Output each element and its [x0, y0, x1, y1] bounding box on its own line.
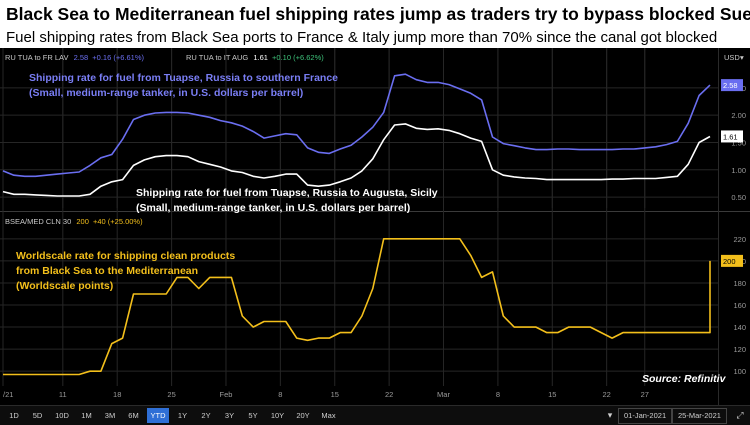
x-tick-9: 8 — [496, 390, 500, 399]
chart-svg: 0.501.001.502.002.502.581.61100120140160… — [0, 48, 750, 405]
last-value-label-italy: 1.61 — [723, 132, 738, 141]
annotation-worldscale-line-1: Worldscale rate for shipping clean produ… — [16, 250, 235, 262]
range-button-2y[interactable]: 2Y — [201, 411, 211, 420]
annotation-italy: Shipping rate for fuel from Tuapse, Russ… — [136, 187, 441, 214]
y-tick-bottom-2: 140 — [733, 323, 746, 332]
y-tick-bottom-1: 120 — [733, 345, 746, 354]
y-tick-bottom-6: 220 — [733, 235, 746, 244]
annotation-worldscale-line-3: (Worldscale points) — [16, 280, 113, 292]
range-button-1d[interactable]: 1D — [9, 411, 19, 420]
x-tick-8: Mar — [437, 390, 450, 399]
legend-worldscale: BSEA/MED CLN 30 200 +40 (+25.00%) — [5, 217, 143, 226]
range-button-5d[interactable]: 5D — [32, 411, 43, 420]
toolbar: 1D 5D 10D 1M 3M 6M YTD 1Y 2Y 3Y 5Y 10Y 20Y Max ▾ 01-J… — [0, 405, 750, 425]
annotation-france: Shipping rate for fuel from Tuapse, Russ… — [29, 72, 341, 99]
last-value-tag-italy — [721, 130, 743, 143]
bottom-panel-grid — [0, 48, 718, 386]
range-button-5y[interactable]: 5Y — [248, 411, 258, 420]
annotation-worldscale: Worldscale rate for shipping clean produ… — [16, 250, 238, 292]
chart-background — [0, 48, 750, 405]
range-button-1m[interactable]: 1M — [81, 411, 92, 420]
legend-worldscale-value: 200 — [76, 217, 89, 226]
last-value-label-france: 2.58 — [723, 81, 738, 90]
annotation-italy-line-2: (Small, medium-range tanker, in U.S. dol… — [136, 202, 410, 214]
legend-italy: RU TUA to IT AUG 1.61 +0.10 (+6.62%) — [186, 53, 324, 62]
y-tick-top-1: 1.00 — [731, 166, 746, 175]
range-button-max[interactable]: Max — [321, 411, 336, 420]
last-value-tag-worldscale — [721, 254, 743, 267]
chevron-down-icon[interactable]: ▾ — [607, 410, 613, 420]
x-tick-7: 22 — [385, 390, 393, 399]
subheadline: Fuel shipping rates from Black Sea ports… — [0, 28, 750, 48]
legend-france-name: RU TUA to FR LAV — [5, 53, 69, 62]
x-axis-labels: /21 11 18 25 Feb 8 15 22 Mar 8 15 22 27 — [3, 390, 649, 399]
range-button-20y[interactable]: 20Y — [296, 411, 310, 420]
range-button-6m[interactable]: 6M — [128, 411, 139, 420]
y-tick-bottom-4: 180 — [733, 279, 746, 288]
x-tick-2: 18 — [113, 390, 121, 399]
legend-italy-name: RU TUA to IT AUG — [186, 53, 248, 62]
legend-worldscale-change: +40 (+25.00%) — [93, 217, 143, 226]
legend-italy-change: +0.10 (+6.62%) — [272, 53, 324, 62]
y-tick-top-2: 1.50 — [731, 138, 746, 147]
legend-france-value: 2.58 — [74, 53, 89, 62]
x-tick-1: 11 — [59, 390, 67, 399]
y-tick-top-0: 0.50 — [731, 193, 746, 202]
legend-france-change: +0.16 (+6.61%) — [92, 53, 144, 62]
series-line-italy — [2, 123, 711, 197]
annotation-worldscale-line-2: from Black Sea to the Mediterranean — [16, 265, 198, 277]
x-tick-3: 25 — [167, 390, 175, 399]
range-button-ytd[interactable]: YTD — [147, 408, 169, 423]
annotation-italy-line-1: Shipping rate for fuel from Tuapse, Russ… — [136, 187, 438, 199]
legend-france: RU TUA to FR LAV 2.58 +0.16 (+6.61%) — [5, 53, 145, 62]
annotation-france-line-1: Shipping rate for fuel from Tuapse, Russ… — [29, 72, 338, 84]
series-line-france — [2, 73, 711, 178]
last-value-label-worldscale: 200 — [723, 257, 736, 266]
y-tick-bottom-3: 160 — [733, 301, 746, 310]
date-to[interactable]: 25-Mar-2021 — [672, 408, 727, 424]
y-axis-labels: 0.501.001.502.002.502.581.61100120140160… — [721, 79, 746, 376]
x-tick-6: 15 — [331, 390, 339, 399]
range-button-3m[interactable]: 3M — [104, 411, 116, 420]
x-tick-0: /21 — [3, 390, 13, 399]
y-tick-bottom-0: 100 — [733, 367, 746, 376]
legend-italy-value: 1.61 — [253, 53, 268, 62]
x-tick-12: 27 — [641, 390, 649, 399]
range-button-10d[interactable]: 10D — [55, 411, 69, 420]
range-button-1y[interactable]: 1Y — [177, 411, 188, 420]
x-tick-11: 22 — [602, 390, 610, 399]
range-button-3y[interactable]: 3Y — [224, 411, 235, 420]
headline: Black Sea to Mediterranean fuel shipping… — [0, 0, 750, 28]
x-tick-10: 15 — [548, 390, 556, 399]
expand-icon[interactable]: ⤢ — [736, 410, 744, 420]
date-from[interactable]: 01-Jan-2021 — [618, 408, 673, 424]
source-label: Source: Refinitiv — [642, 373, 727, 385]
series-line-worldscale — [3, 238, 711, 376]
currency-label: USD — [724, 53, 740, 62]
x-tick-4: Feb — [220, 390, 233, 399]
range-button-10y[interactable]: 10Y — [270, 411, 285, 420]
annotation-france-line-2: (Small, medium-range tanker, in U.S. dol… — [29, 87, 303, 99]
chevron-down-icon[interactable]: ▾ — [740, 53, 744, 62]
series-lines — [2, 73, 711, 376]
legend-worldscale-name: BSEA/MED CLN 30 — [5, 217, 71, 226]
y-tick-top-3: 2.00 — [731, 111, 746, 120]
last-value-tag-france — [721, 79, 743, 92]
x-tick-5: 8 — [278, 390, 282, 399]
